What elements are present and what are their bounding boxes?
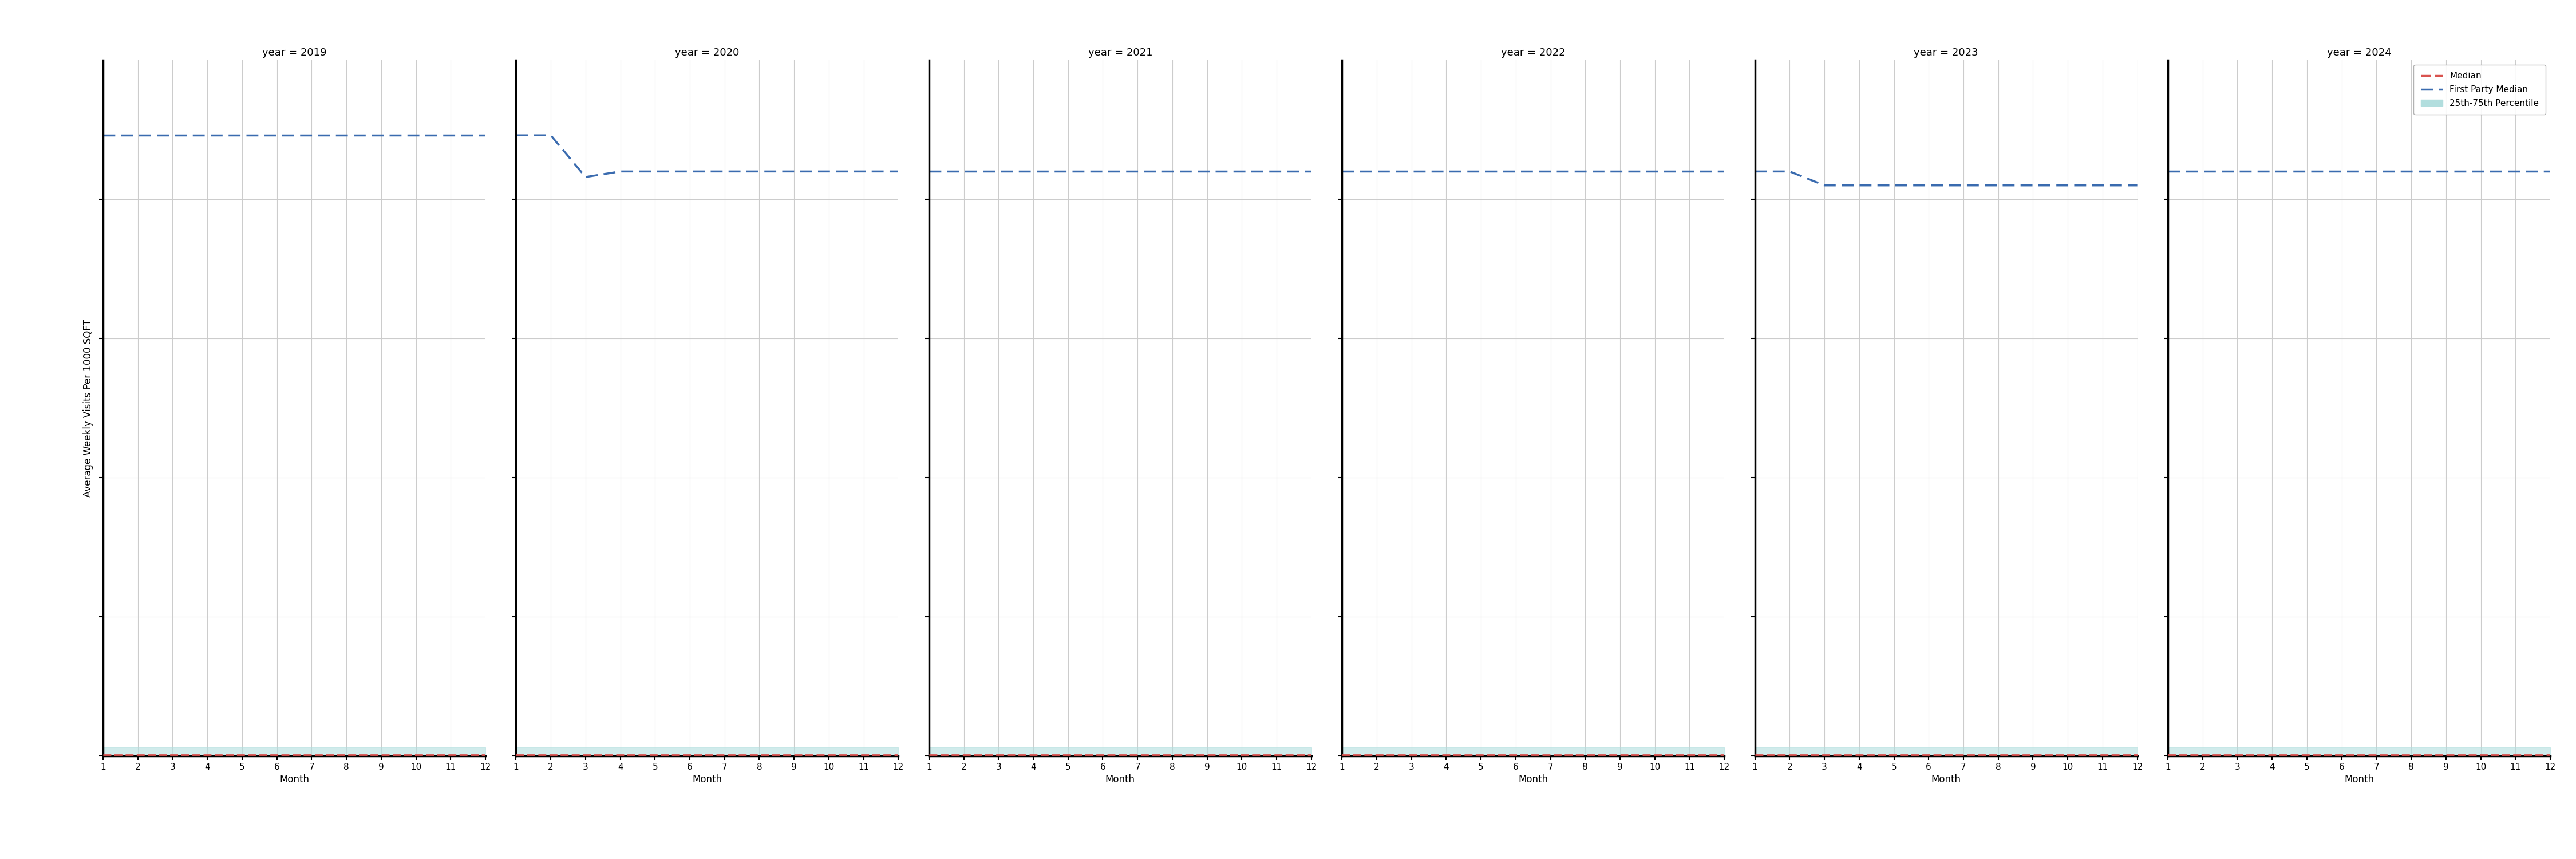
X-axis label: Month: Month (2344, 775, 2375, 785)
Title: year = 2024: year = 2024 (2326, 47, 2391, 58)
X-axis label: Month: Month (693, 775, 721, 785)
Title: year = 2023: year = 2023 (1914, 47, 1978, 58)
X-axis label: Month: Month (1517, 775, 1548, 785)
X-axis label: Month: Month (1932, 775, 1960, 785)
Title: year = 2019: year = 2019 (263, 47, 327, 58)
Legend: Median, First Party Median, 25th-75th Percentile: Median, First Party Median, 25th-75th Pe… (2414, 64, 2545, 115)
Title: year = 2022: year = 2022 (1502, 47, 1566, 58)
Title: year = 2020: year = 2020 (675, 47, 739, 58)
X-axis label: Month: Month (1105, 775, 1136, 785)
Y-axis label: Average Weekly Visits Per 1000 SQFT: Average Weekly Visits Per 1000 SQFT (82, 319, 93, 497)
Title: year = 2021: year = 2021 (1087, 47, 1151, 58)
X-axis label: Month: Month (278, 775, 309, 785)
